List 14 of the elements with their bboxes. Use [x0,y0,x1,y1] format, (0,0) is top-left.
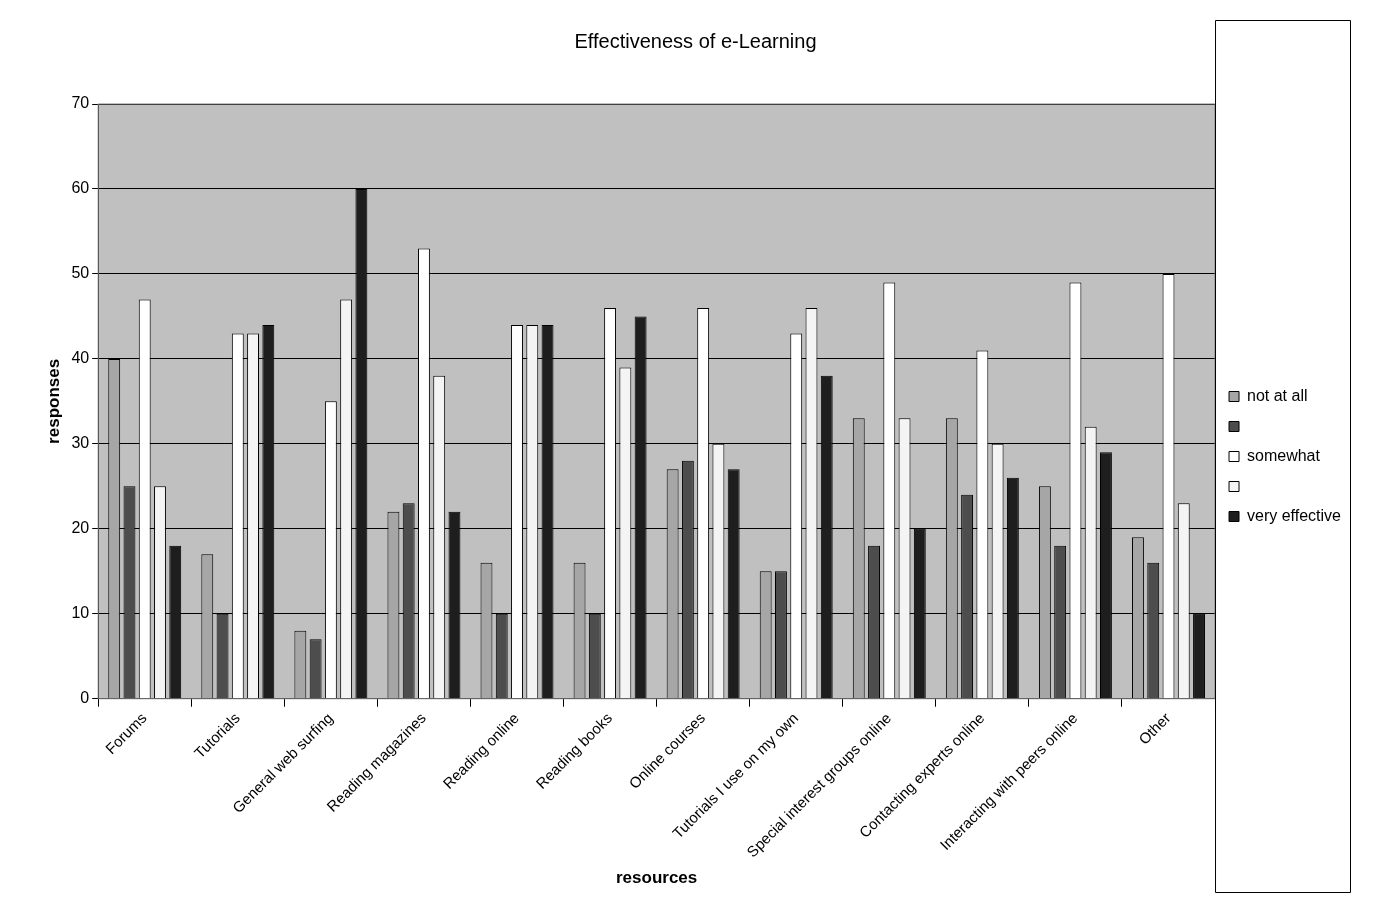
y-tick-label: 40 [71,349,90,367]
y-axis-title: responses [43,358,63,444]
legend-label: very effective [1247,506,1342,524]
y-tick-label: 0 [80,689,90,707]
y-tick-label: 10 [71,604,90,622]
x-axis-title: resources [615,868,698,888]
y-tick-label: 70 [71,94,90,112]
chart-title: Effectiveness of e-Learning [574,29,817,52]
y-tick-label: 60 [71,179,90,197]
legend-label: somewhat [1247,446,1321,464]
legend-label: not at all [1247,386,1308,404]
y-tick-label: 20 [71,519,90,537]
y-tick-label: 50 [71,264,90,282]
y-tick-label: 30 [71,434,90,452]
